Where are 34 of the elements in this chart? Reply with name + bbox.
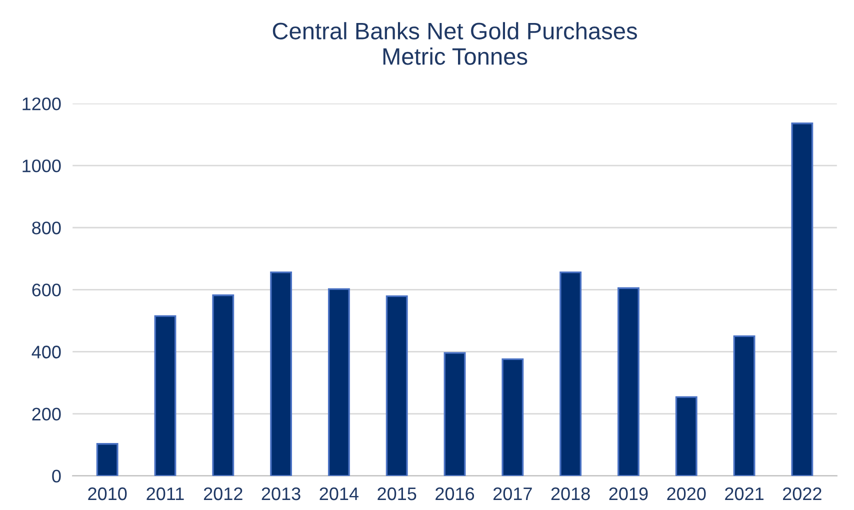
bar (733, 335, 756, 476)
bar (502, 358, 524, 476)
x-tick-label: 2011 (146, 487, 184, 500)
y-tick-label: 0 (52, 470, 61, 483)
x-tick-label: 2020 (667, 487, 706, 500)
x-tick-label: 2018 (551, 487, 590, 500)
bar (270, 271, 292, 476)
x-tick-label: 2017 (493, 487, 532, 500)
bar (386, 295, 408, 476)
y-tick-label: 600 (32, 284, 61, 296)
x-tick-label: 2012 (204, 487, 242, 500)
bar (96, 443, 118, 476)
chart-title: Central Banks Net Gold Purchases Metric Tonnes (272, 22, 637, 65)
y-tick-label: 1000 (22, 160, 61, 172)
x-tick-label: 2015 (378, 487, 416, 500)
y-tick-label: 400 (32, 346, 61, 358)
bar (675, 396, 698, 476)
bar (212, 294, 234, 476)
x-tick-label: 2010 (88, 487, 127, 500)
bar (328, 288, 350, 476)
y-tick-label: 1200 (22, 97, 61, 110)
x-tick-label: 2019 (609, 487, 648, 500)
y-tick-label: 800 (32, 222, 61, 234)
bar (791, 122, 814, 476)
x-tick-label: 2022 (783, 487, 822, 500)
x-tick-label: 2014 (320, 487, 359, 500)
bar (444, 352, 466, 476)
bar (560, 271, 582, 476)
bar (618, 287, 640, 476)
x-tick-label: 2013 (262, 487, 300, 500)
bar (154, 315, 176, 476)
y-tick-label: 200 (32, 408, 61, 420)
x-tick-label: 2021 (725, 487, 764, 500)
x-tick-label: 2016 (436, 487, 474, 500)
